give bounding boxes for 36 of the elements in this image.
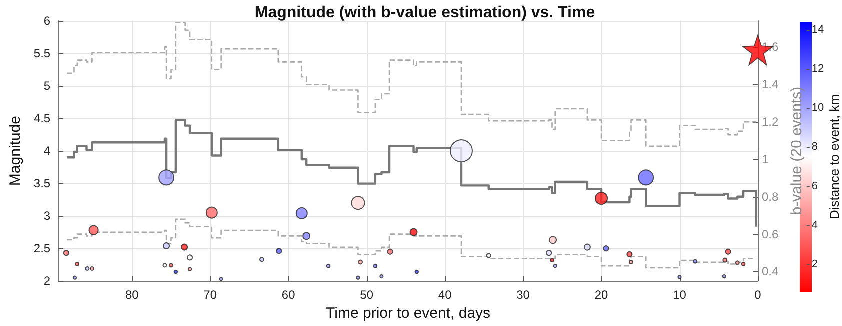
color-bar-title: Distance to event, km [827, 94, 842, 220]
x-tick-label: 0 [754, 288, 762, 302]
y2-tick-label: 0.6 [762, 227, 780, 242]
y-tick-label: 4.5 [34, 112, 51, 126]
x-tick-label: 10 [673, 288, 687, 302]
y2-tick-label: 0.4 [762, 264, 780, 279]
y-tick-label: 6 [44, 14, 51, 28]
x-tick-label: 30 [516, 288, 530, 302]
x-tick-label: 40 [438, 288, 452, 302]
y2-tick-label: 1.2 [762, 115, 780, 130]
color-bar-label: 12 [812, 62, 824, 75]
color-bar-label: 8 [812, 141, 818, 154]
x-tick-label: 20 [594, 288, 609, 302]
y-tick-label: 4 [44, 144, 51, 158]
y-axis-title: Magnitude [7, 116, 24, 186]
x-tick-label: 80 [125, 288, 140, 302]
y2-tick-label: 0.8 [762, 190, 780, 204]
x-tick-label: 60 [282, 288, 296, 302]
y-tick-label: 3 [44, 209, 51, 224]
color-bar-label: 4 [812, 219, 818, 232]
x-axis-title: Time prior to event, days [326, 305, 491, 322]
color-bar-label: 6 [812, 180, 818, 192]
x-tick-label: 70 [204, 288, 218, 302]
y2-tick-label: 1.4 [762, 78, 780, 92]
y-tick-label: 5.5 [34, 46, 51, 61]
color-bar-label: 10 [812, 102, 824, 114]
color-bar-label: 14 [812, 24, 824, 36]
y-tick-label: 3.5 [34, 176, 51, 191]
color-bar-label: 2 [812, 258, 818, 271]
y-tick-label: 2.5 [34, 242, 51, 256]
y2-axis-title: b-value (20 events) [788, 86, 806, 216]
x-tick-label: 50 [360, 288, 374, 302]
y-tick-label: 5 [44, 79, 51, 94]
y2-tick-label: 1 [762, 152, 769, 166]
y-tick-label: 2 [44, 274, 51, 288]
chart-title: Magnitude (with b-value estimation) vs. Time [254, 4, 596, 22]
